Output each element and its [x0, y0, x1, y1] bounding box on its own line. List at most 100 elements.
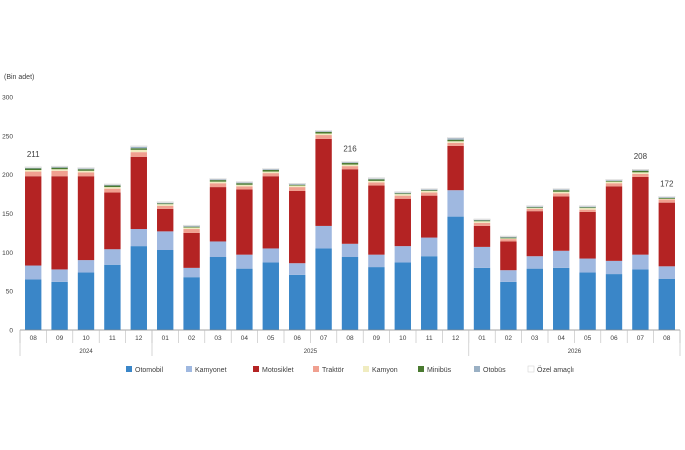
bar-segment: [553, 191, 570, 194]
bar-segment: [51, 281, 68, 330]
bar-segment: [262, 173, 279, 177]
bar-segment: [25, 170, 42, 172]
bar-segment: [579, 209, 596, 212]
bar-segment: [289, 183, 306, 185]
legend-label: Kamyonet: [195, 367, 227, 374]
x-tick-label: 05: [584, 335, 592, 342]
bar-segment: [156, 201, 174, 203]
bar-segment: [315, 138, 332, 226]
bar-segment: [553, 196, 570, 251]
bar-segment: [289, 184, 306, 186]
bar-segment: [209, 180, 227, 182]
bar-segment: [289, 190, 306, 264]
bar-segment: [77, 260, 95, 273]
bar-segment: [526, 268, 543, 330]
x-tick-label: 02: [188, 335, 196, 342]
bar-segment: [658, 199, 675, 203]
bar-segment: [526, 208, 543, 212]
bar-segment: [51, 169, 68, 171]
legend-swatch: [253, 366, 259, 372]
bar-segment: [473, 246, 491, 268]
bar-segment: [500, 236, 517, 238]
bar-segment: [447, 139, 464, 142]
bar-segment: [368, 267, 385, 330]
bar-segment: [262, 168, 280, 170]
bar-segment: [104, 184, 121, 186]
bar-segment: [605, 186, 623, 261]
bar-segment: [447, 141, 464, 143]
bar-segment: [473, 221, 491, 223]
bar-segment: [553, 189, 570, 191]
x-tick-label: 12: [452, 335, 460, 342]
bar-segment: [209, 179, 227, 181]
bar-segment: [209, 241, 227, 257]
bar-segment: [553, 190, 570, 192]
x-tick-label: 01: [162, 335, 170, 342]
bar-segment: [183, 224, 200, 227]
legend-label: Kamyon: [372, 367, 398, 374]
bar-segment: [315, 248, 332, 330]
bar-segment: [77, 176, 95, 261]
x-tick-label: 12: [135, 335, 143, 342]
bar-segment: [526, 206, 543, 208]
bar-segment: [447, 138, 464, 140]
legend-label: Minibüs: [427, 367, 452, 374]
bar-segment: [473, 218, 491, 220]
bar-segment: [51, 269, 68, 282]
x-axis: 08 09 10 11 12 01 02 03 04 05 06 07 08 09 10 11 12 01 02 03…: [19, 329, 681, 356]
legend-label: Traktör: [322, 367, 345, 374]
x-tick-label: 03: [214, 335, 222, 342]
legend-swatch: [474, 366, 480, 372]
y-tick-label: 100: [2, 250, 13, 257]
bar-segment: [25, 265, 42, 280]
x-tick-label: 08: [346, 335, 354, 342]
legend-label: Motosiklet: [262, 367, 294, 374]
bar-segment: [157, 205, 174, 209]
bar-segment: [605, 181, 623, 184]
bar-segment: [104, 183, 121, 185]
bar-segment: [209, 183, 227, 188]
bar-segment: [157, 202, 174, 204]
bar-segment: [473, 267, 491, 330]
bar-segment: [51, 176, 68, 270]
data-label: 208: [634, 152, 648, 161]
bar-segment: [421, 256, 438, 330]
bar-segment: [658, 197, 675, 198]
x-tick-label: 06: [294, 335, 302, 342]
bar-segment: [473, 220, 491, 222]
bar-segment: [553, 267, 570, 330]
x-tick-label: 05: [267, 335, 275, 342]
bar-segment: [130, 229, 147, 247]
bar-segment: [77, 167, 95, 169]
bar-segment: [394, 193, 411, 195]
x-tick-label: 03: [531, 335, 539, 342]
bar-segment: [658, 202, 675, 267]
data-label: 172: [660, 179, 674, 188]
x-group-label: 2025: [304, 349, 318, 355]
bar-segment: [104, 192, 121, 250]
bar-segment: [341, 161, 359, 163]
bar-segment: [394, 246, 411, 263]
bar-segment: [473, 222, 491, 226]
legend-swatch: [363, 366, 369, 372]
bar-segment: [130, 149, 147, 153]
bar-segment: [315, 135, 332, 139]
bar-segment: [183, 225, 200, 227]
bar-segment: [157, 250, 174, 330]
x-tick-label: 04: [558, 335, 566, 342]
bar-segment: [183, 229, 200, 233]
bar-segment: [526, 208, 543, 209]
bar-segment: [368, 185, 385, 255]
legend: Otomobil Kamyonet Motosiklet Traktör Kamyon M…: [126, 365, 574, 374]
bar-segment: [262, 169, 279, 171]
bar-segment: [183, 232, 200, 268]
bar-segment: [77, 169, 95, 171]
bar-segment: [25, 176, 42, 266]
bar-segment: [368, 254, 385, 268]
bar-segment: [315, 133, 332, 136]
legend-swatch: [313, 366, 319, 372]
x-tick-label: 10: [82, 335, 90, 342]
bar-segment: [289, 187, 306, 191]
bar-segment: [579, 211, 596, 259]
x-tick-label: 08: [663, 335, 671, 342]
